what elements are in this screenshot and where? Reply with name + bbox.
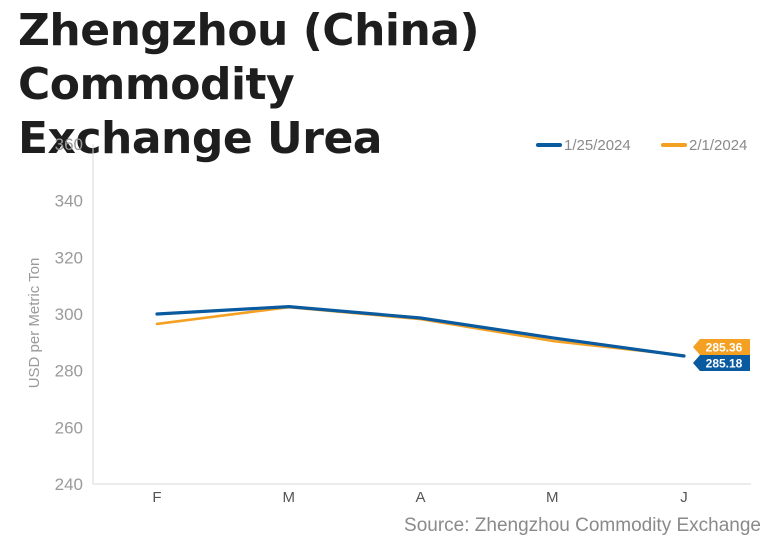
chart-axes xyxy=(92,144,751,485)
chart-title: Zhengzhou (China) Commodity Exchange Ure… xyxy=(18,4,768,166)
y-tick-label: 340 xyxy=(55,192,83,211)
y-axis-label: USD per Metric Ton xyxy=(26,258,43,389)
series-line xyxy=(155,305,686,358)
source-note: Source: Zhengzhou Commodity Exchange xyxy=(404,515,761,536)
chart-title-line-2: Exchange Urea xyxy=(18,113,382,164)
end-value-label: 285.36 xyxy=(706,341,743,355)
x-tick-label: M xyxy=(283,489,296,506)
chart-series xyxy=(155,305,686,358)
end-value-label: 285.18 xyxy=(706,357,743,371)
x-tick-label: M xyxy=(546,489,559,506)
y-axis-ticks: 240 260 280 300 320 340 360 xyxy=(55,135,83,494)
x-tick-label: F xyxy=(152,489,161,506)
chart-title-line-1: Zhengzhou (China) Commodity xyxy=(18,5,480,110)
y-tick-label: 240 xyxy=(55,475,83,494)
x-tick-label: A xyxy=(415,489,425,506)
y-tick-label: 360 xyxy=(55,135,83,154)
y-tick-label: 320 xyxy=(55,248,83,267)
end-value-labels: 285.18 285.36 xyxy=(693,339,750,371)
series-line xyxy=(155,305,686,357)
y-tick-label: 280 xyxy=(55,362,83,381)
legend-label: 2/1/2024 xyxy=(689,137,747,154)
end-value-tag xyxy=(693,339,750,355)
y-tick-label: 260 xyxy=(55,418,83,437)
x-tick-label: J xyxy=(680,489,688,506)
end-value-tag xyxy=(693,355,750,371)
chart-legend: 1/25/2024 2/1/2024 xyxy=(536,137,747,154)
y-tick-label: 300 xyxy=(55,305,83,324)
legend-label: 1/25/2024 xyxy=(564,137,631,154)
